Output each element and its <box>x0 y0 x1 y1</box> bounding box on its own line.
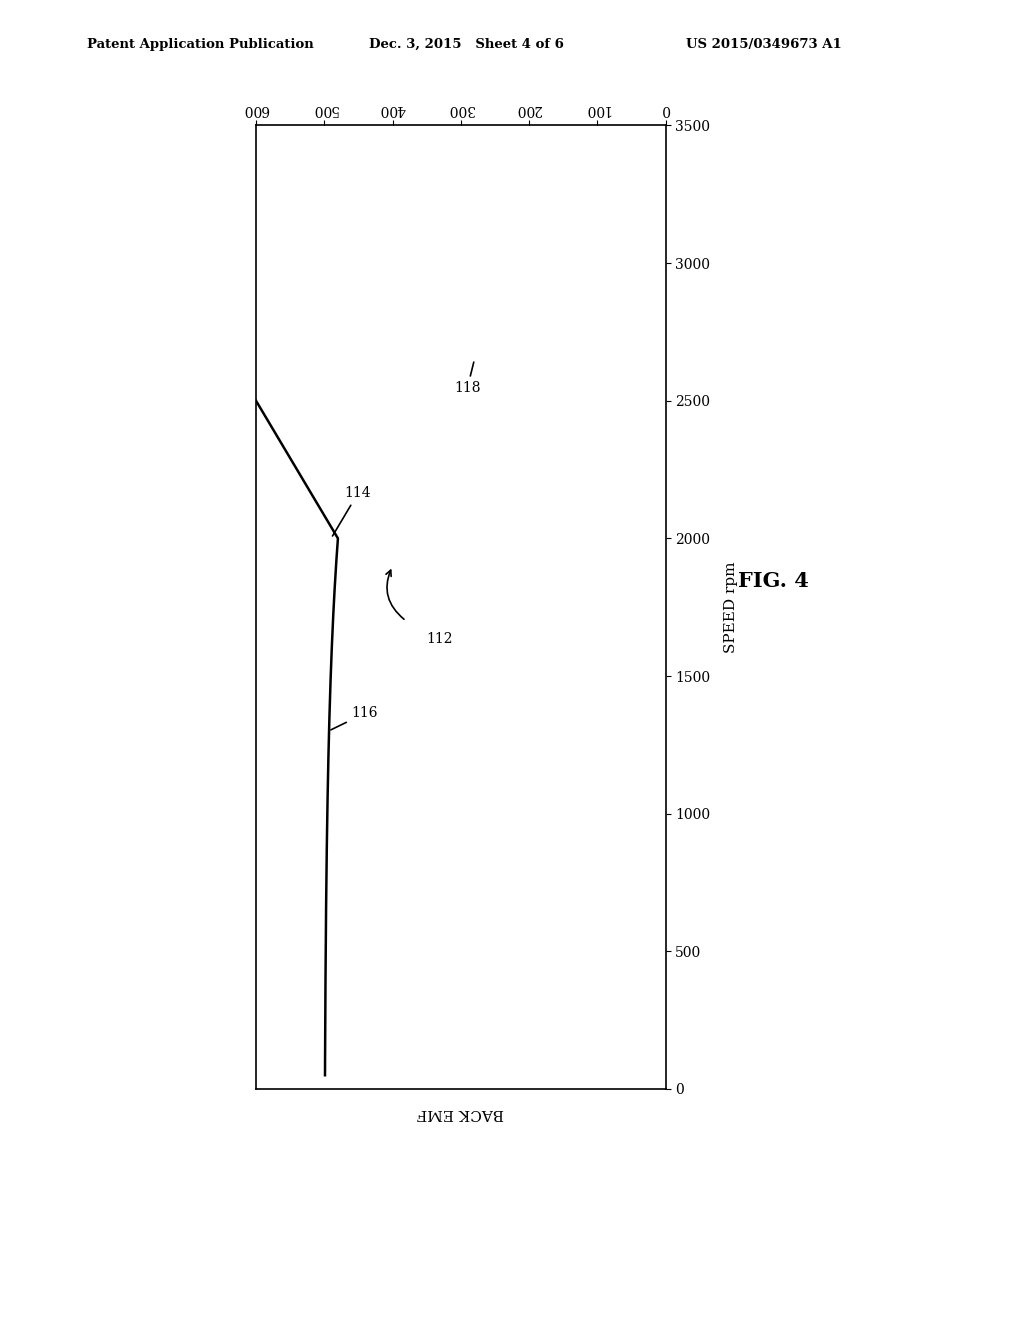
Y-axis label: SPEED rpm: SPEED rpm <box>724 561 738 653</box>
Text: Patent Application Publication: Patent Application Publication <box>87 37 313 50</box>
Text: 116: 116 <box>331 706 378 730</box>
Text: 112: 112 <box>427 632 454 645</box>
X-axis label: BACK EMF: BACK EMF <box>417 1106 505 1119</box>
Text: Dec. 3, 2015   Sheet 4 of 6: Dec. 3, 2015 Sheet 4 of 6 <box>369 37 563 50</box>
Text: 114: 114 <box>333 486 372 536</box>
Text: 118: 118 <box>454 362 480 396</box>
Text: US 2015/0349673 A1: US 2015/0349673 A1 <box>686 37 842 50</box>
Text: FIG. 4: FIG. 4 <box>737 572 809 591</box>
